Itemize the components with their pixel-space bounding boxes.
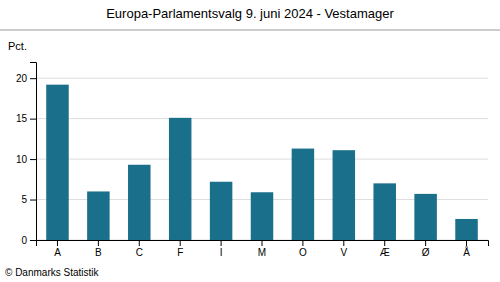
y-tick: 5 [21,194,36,205]
x-tick-label: V [340,247,347,258]
title: Europa-Parlamentsvalg 9. juni 2024 - Ves… [106,6,394,21]
y-axis: 0 5 10 15 20 [16,63,37,246]
y-tick-mark [30,78,36,79]
bar [292,149,314,240]
x-tick-mark [425,240,426,246]
x-tick-mark [384,240,385,246]
y-tick: 0 [21,235,36,246]
footer: © Danmarks Statistik [5,267,100,278]
x-tick-label: O [299,247,307,258]
x-tick-label: Ø [422,247,430,258]
bar [373,183,395,240]
bar [46,85,68,240]
grid-line [36,159,488,160]
plot: 0 5 10 15 20 A B C F I M O V Æ Ø Å [16,63,489,259]
x-tick: I [220,240,223,258]
y-axis-label: Pct. [8,40,27,52]
x-tick: C [136,240,143,258]
x-tick: V [340,240,347,258]
x-tick-mark [343,240,344,246]
x-axis-line [37,241,489,247]
title-rule [0,30,500,31]
x-tick: Ø [422,240,430,258]
x-tick: B [95,240,102,258]
bar [251,192,273,240]
y-tick-label: 0 [21,235,27,246]
y-tick-mark [30,240,36,241]
x-tick: O [299,240,307,258]
x-tick-mark [302,240,303,246]
x-tick-label: Å [463,246,470,258]
y-tick-mark [30,159,36,160]
x-tick: Æ [380,240,390,258]
y-tick: 10 [16,154,36,165]
x-tick-mark [262,240,263,246]
x-tick-label: Æ [380,247,390,258]
y-axis-line [30,63,37,241]
x-tick: M [258,240,266,258]
bar [210,182,232,240]
y-tick: 15 [16,113,36,124]
bar [414,194,436,240]
x-tick-label: B [95,247,102,258]
bar [169,118,191,240]
x-tick-label: C [136,247,143,258]
bar [333,150,355,240]
grid-line [36,118,488,119]
x-tick-mark [57,240,58,246]
x-tick: F [177,240,183,258]
x-tick-label: F [177,247,183,258]
x-tick: Å [463,240,470,258]
x-tick-mark [139,240,140,246]
y-tick-mark [30,200,36,201]
bar [128,165,150,240]
x-tick-mark [98,240,99,246]
x-axis: ABCFIMOVÆØÅ [37,240,489,258]
bar [455,219,477,240]
chart: Europa-Parlamentsvalg 9. juni 2024 - Ves… [0,0,500,282]
grid-line [36,78,488,79]
x-tick-mark [221,240,222,246]
x-tick-label: I [220,247,223,258]
x-tick: A [54,240,61,258]
x-tick-label: A [54,247,61,258]
grid [36,78,488,240]
x-tick-mark [466,240,467,246]
x-tick-mark [180,240,181,246]
y-tick-label: 15 [16,113,28,124]
x-tick-label: M [258,247,266,258]
bars [46,85,478,240]
bar [87,191,109,240]
y-tick-label: 5 [21,194,27,205]
y-tick: 20 [16,73,36,84]
y-tick-label: 10 [16,154,28,165]
y-tick-label: 20 [16,73,28,84]
y-tick-mark [30,119,36,120]
